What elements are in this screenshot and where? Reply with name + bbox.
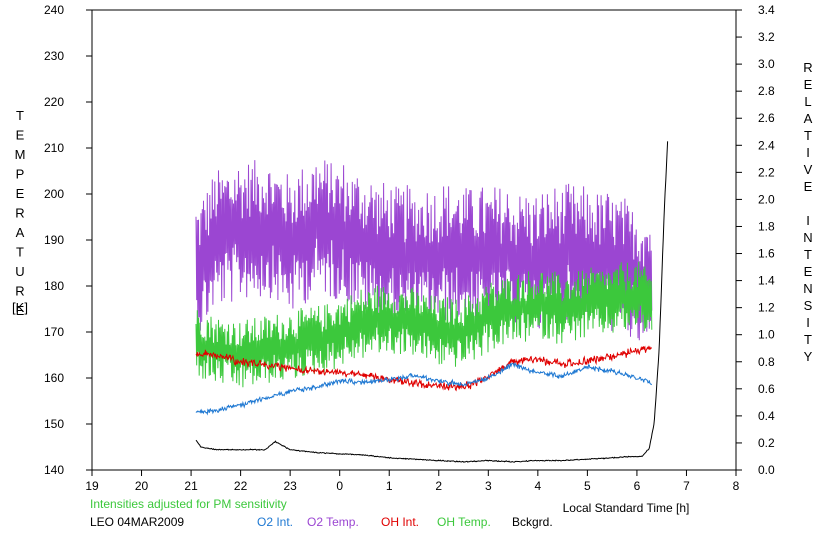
x-tick-label: 7 (683, 479, 690, 493)
axis-label-letter: L (804, 94, 811, 109)
series-group (195, 141, 669, 463)
legend-item-o2-int: O2 Int. (257, 515, 293, 529)
series-line-oh-temp (195, 261, 653, 388)
y-right-tick-label: 1.6 (758, 247, 775, 261)
series-line-o2-int (195, 362, 653, 416)
x-axis: 19 20 21 22 23 0 1 2 3 4 5 6 7 8 (85, 470, 740, 493)
axis-label-letter: R (15, 206, 24, 221)
y-left-tick-label: 220 (44, 95, 64, 109)
axis-label-letter: I (806, 315, 810, 330)
axis-label-letter: N (803, 230, 812, 245)
y-right-tick-label: 0.6 (758, 382, 775, 396)
x-tick-label: 2 (435, 479, 442, 493)
y-left-tick-label: 240 (44, 3, 64, 17)
axis-label-letter: A (804, 111, 813, 126)
x-tick-label: 6 (634, 479, 641, 493)
x-tick-label: 22 (234, 479, 248, 493)
axis-label-letter: E (16, 128, 25, 143)
y-right-tick-label: 0.4 (758, 409, 775, 423)
x-tick-label: 21 (184, 479, 198, 493)
axis-label-letter: T (804, 247, 812, 262)
y-left-unit: [K] (12, 300, 28, 315)
axis-label-letter: E (804, 77, 813, 92)
axis-label-letter: Y (804, 349, 813, 364)
axis-label-letter: E (16, 186, 25, 201)
x-tick-label: 20 (135, 479, 149, 493)
axis-label-letter: R (803, 60, 812, 75)
y-right-tick-label: 3.4 (758, 3, 775, 17)
y-left-tick-label: 190 (44, 233, 64, 247)
x-tick-label: 23 (283, 479, 297, 493)
series-line-oh-int (195, 345, 653, 392)
y-right-tick-label: 0.0 (758, 463, 775, 477)
axis-label-letter: E (804, 264, 813, 279)
y-right-tick-label: 1.2 (758, 301, 775, 315)
x-tick-label: 8 (733, 479, 740, 493)
y-right-tick-label: 2.4 (758, 138, 775, 152)
y-left-tick-label: 150 (44, 417, 64, 431)
axis-label-letter: E (804, 179, 813, 194)
y-right-tick-label: 0.2 (758, 436, 775, 450)
axis-label-letter: M (15, 147, 26, 162)
axis-label-letter: T (804, 128, 812, 143)
legend-item-oh-temp: OH Temp. (437, 515, 491, 529)
x-tick-label: 19 (85, 479, 99, 493)
x-tick-label: 4 (535, 479, 542, 493)
axis-label-letter: A (16, 225, 25, 240)
axis-label-letter: E (16, 303, 25, 318)
axis-label-letter: U (15, 264, 24, 279)
y-right-tick-label: 2.0 (758, 192, 775, 206)
y-right-tick-label: 2.6 (758, 111, 775, 125)
axis-label-letter: I (806, 213, 810, 228)
station-date-label: LEO 04MAR2009 (90, 515, 184, 529)
y-right-tick-label: 2.8 (758, 84, 775, 98)
x-axis-label: Local Standard Time [h] (563, 501, 690, 515)
x-tick-label: 5 (584, 479, 591, 493)
axis-label-letter: N (803, 281, 812, 296)
axis-label-letter: V (804, 162, 813, 177)
legend: O2 Int. O2 Temp. OH Int. OH Temp. Bckgrd. (257, 515, 553, 529)
axis-label-letter: S (804, 298, 813, 313)
y-left-axis: 140 150 160 170 180 190 200 210 220 230 240 (44, 3, 92, 477)
y-right-tick-label: 1.0 (758, 328, 775, 342)
series-line-bckgrd (195, 141, 669, 463)
axis-label-letter: T (16, 245, 24, 260)
y-right-tick-label: 3.2 (758, 30, 775, 44)
y-left-tick-label: 200 (44, 187, 64, 201)
axis-label-letter: I (806, 145, 810, 160)
pm-sensitivity-note: Intensities adjusted for PM sensitivity (90, 497, 287, 511)
y-left-tick-label: 160 (44, 371, 64, 385)
x-tick-label: 0 (336, 479, 343, 493)
axis-label-letter: P (16, 167, 25, 182)
x-tick-label: 1 (386, 479, 393, 493)
y-left-tick-label: 170 (44, 325, 64, 339)
axis-label-letter: T (804, 332, 812, 347)
legend-item-oh-int: OH Int. (381, 515, 419, 529)
y-left-tick-label: 180 (44, 279, 64, 293)
y-left-tick-label: 140 (44, 463, 64, 477)
y-right-tick-label: 3.0 (758, 57, 775, 71)
y-right-tick-label: 2.2 (758, 165, 775, 179)
series-line-o2-temp (195, 160, 653, 341)
y-left-tick-label: 210 (44, 141, 64, 155)
axis-label-letter: T (16, 108, 24, 123)
axis-label-letter: R (15, 284, 24, 299)
x-tick-label: 3 (485, 479, 492, 493)
y-right-tick-label: 1.4 (758, 274, 775, 288)
legend-item-bckgrd: Bckgrd. (512, 515, 553, 529)
y-left-tick-label: 230 (44, 49, 64, 63)
y-right-axis: 0.0 0.2 0.4 0.6 0.8 1.0 1.2 1.4 1.6 1.8 2.0 2.2 2.4 2… (736, 3, 775, 477)
legend-item-o2-temp: O2 Temp. (307, 515, 359, 529)
y-right-tick-label: 1.8 (758, 219, 775, 233)
y-right-tick-label: 0.8 (758, 355, 775, 369)
